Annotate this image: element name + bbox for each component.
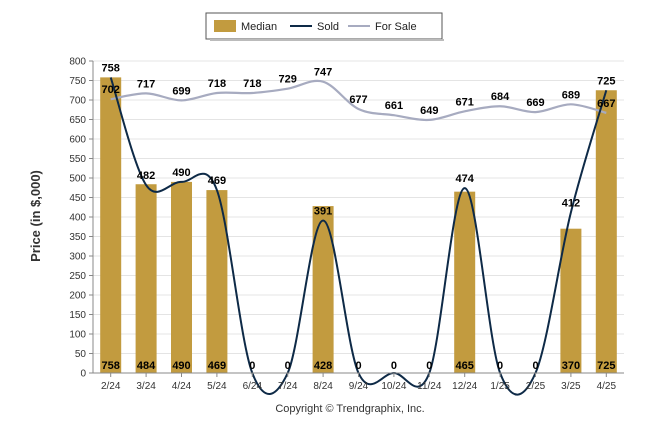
sold-value-label: 482 bbox=[137, 170, 155, 182]
x-tick-label: 7/24 bbox=[278, 381, 298, 392]
median-value-label: 484 bbox=[137, 360, 156, 372]
x-tick-label: 2/24 bbox=[101, 381, 121, 392]
median-bar bbox=[454, 191, 476, 373]
for-sale-value-label: 677 bbox=[349, 94, 367, 106]
for-sale-value-label: 717 bbox=[137, 78, 155, 90]
x-tick-label: 5/24 bbox=[207, 381, 227, 392]
legend-label-sold: Sold bbox=[317, 21, 339, 33]
median-value-label: 490 bbox=[172, 360, 190, 372]
legend-label-for-sale: For Sale bbox=[375, 21, 417, 33]
for-sale-value-label: 689 bbox=[562, 89, 580, 101]
median-bar bbox=[595, 90, 617, 373]
for-sale-line bbox=[110, 79, 607, 122]
median-value-label: 725 bbox=[597, 360, 615, 372]
lines bbox=[109, 77, 608, 396]
median-value-label: 0 bbox=[426, 360, 432, 372]
x-tick-label: 9/24 bbox=[349, 381, 369, 392]
y-tick-label: 50 bbox=[75, 349, 87, 360]
sold-line bbox=[109, 77, 608, 396]
legend-shadow bbox=[210, 39, 444, 41]
sold-value-label: 758 bbox=[102, 62, 120, 74]
median-value-label: 0 bbox=[391, 360, 397, 372]
for-sale-value-label: 667 bbox=[597, 98, 615, 110]
for-sale-value-label: 702 bbox=[102, 84, 120, 96]
x-tick-label: 3/25 bbox=[561, 381, 581, 392]
median-value-label: 428 bbox=[314, 360, 332, 372]
y-tick-label: 350 bbox=[69, 232, 86, 243]
median-bar bbox=[171, 181, 192, 373]
y-tick-label: 450 bbox=[69, 193, 86, 204]
x-tick-label: 12/24 bbox=[452, 381, 477, 392]
sold-value-label: 474 bbox=[456, 173, 475, 185]
for-sale-value-label: 718 bbox=[243, 78, 261, 90]
y-tick-label: 550 bbox=[69, 154, 86, 165]
median-value-label: 758 bbox=[102, 360, 120, 372]
x-tick-label: 4/24 bbox=[172, 381, 192, 392]
y-tick-label: 100 bbox=[69, 330, 86, 341]
value-labels: 758 484 490 469 0 0 428 0 0 0 465 0 0 370 725 702 717 699… bbox=[102, 62, 616, 372]
x-tick-label: 3/24 bbox=[136, 381, 156, 392]
x-tick-label: 10/24 bbox=[381, 381, 406, 392]
for-sale-value-label: 671 bbox=[456, 96, 474, 108]
x-tick-label: 4/25 bbox=[597, 381, 617, 392]
median-value-label: 0 bbox=[285, 360, 291, 372]
y-tick-label: 700 bbox=[69, 96, 86, 107]
x-tick-label: 6/24 bbox=[243, 381, 263, 392]
x-tick-label: 11/24 bbox=[417, 381, 442, 392]
y-tick-label: 300 bbox=[69, 252, 86, 263]
for-sale-value-label: 729 bbox=[279, 74, 297, 86]
y-tick-label: 800 bbox=[69, 57, 86, 68]
legend-label-median: Median bbox=[241, 21, 277, 33]
for-sale-value-label: 684 bbox=[491, 91, 510, 103]
median-value-label: 469 bbox=[208, 360, 226, 372]
median-bars bbox=[100, 77, 617, 373]
legend-box bbox=[205, 12, 443, 40]
median-bar bbox=[135, 184, 157, 373]
median-bar bbox=[100, 77, 122, 373]
y-tick-label: 750 bbox=[69, 76, 86, 87]
median-bar bbox=[206, 190, 228, 373]
x-tick-label: 8/24 bbox=[313, 381, 333, 392]
y-tick-label: 150 bbox=[69, 310, 86, 321]
copyright-text: Copyright © Trendgraphix, Inc. bbox=[275, 403, 424, 415]
legend: Median Sold For Sale bbox=[205, 12, 444, 41]
median-bar bbox=[312, 206, 334, 373]
y-tick-label: 200 bbox=[69, 291, 86, 302]
legend-swatch-median bbox=[214, 20, 236, 32]
median-value-label: 465 bbox=[456, 360, 474, 372]
median-value-label: 0 bbox=[355, 360, 361, 372]
y-tick-label: 600 bbox=[69, 135, 86, 146]
median-value-label: 370 bbox=[562, 360, 580, 372]
y-axis-title: Price (in $,000) bbox=[28, 170, 43, 262]
y-tick-label: 500 bbox=[69, 174, 86, 185]
x-tick-label: 2/25 bbox=[526, 381, 546, 392]
axes: 0 50 100 150 200 250 300 350 400 450 500 550 600 650 7… bbox=[69, 57, 624, 392]
for-sale-value-label: 669 bbox=[526, 97, 544, 109]
median-value-label: 0 bbox=[497, 360, 503, 372]
x-tick-label: 1/25 bbox=[490, 381, 510, 392]
for-sale-value-label: 661 bbox=[385, 100, 403, 112]
y-tick-label: 400 bbox=[69, 213, 86, 224]
for-sale-value-label: 649 bbox=[420, 105, 438, 117]
for-sale-value-label: 718 bbox=[208, 78, 226, 90]
median-value-label: 0 bbox=[249, 360, 255, 372]
y-tick-label: 650 bbox=[69, 115, 86, 126]
sold-value-label: 490 bbox=[172, 167, 190, 179]
median-value-label: 0 bbox=[532, 360, 538, 372]
sold-value-label: 725 bbox=[597, 75, 615, 87]
sold-value-label: 469 bbox=[208, 175, 226, 187]
median-bar bbox=[560, 228, 582, 373]
sold-value-label: 391 bbox=[314, 206, 332, 218]
y-tick-label: 0 bbox=[80, 369, 86, 380]
y-tick-label: 250 bbox=[69, 271, 86, 282]
for-sale-value-label: 747 bbox=[314, 67, 332, 79]
for-sale-value-label: 699 bbox=[172, 85, 190, 97]
sold-value-label: 412 bbox=[562, 197, 580, 209]
